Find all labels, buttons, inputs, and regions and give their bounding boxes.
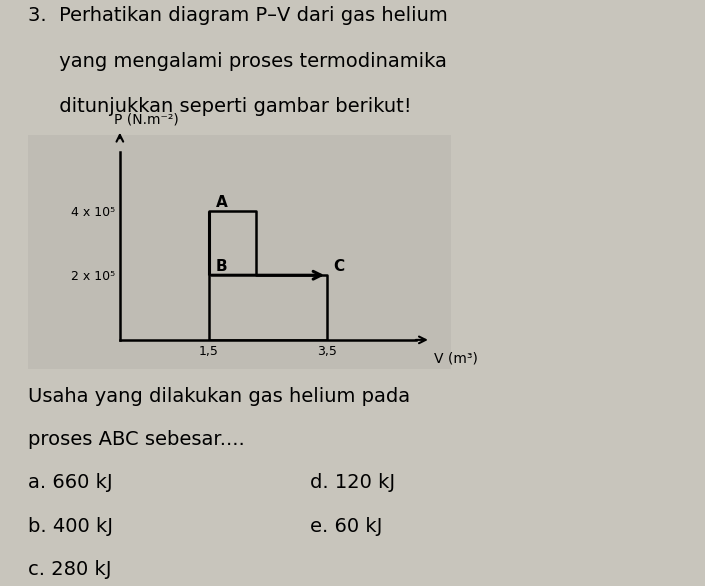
Text: B: B: [216, 260, 228, 274]
Text: d. 120 kJ: d. 120 kJ: [310, 473, 396, 492]
Text: V (m³): V (m³): [434, 352, 477, 366]
Text: a. 660 kJ: a. 660 kJ: [28, 473, 113, 492]
Text: c. 280 kJ: c. 280 kJ: [28, 560, 111, 579]
Text: A: A: [216, 195, 228, 210]
Text: proses ABC sebesar....: proses ABC sebesar....: [28, 430, 245, 449]
Text: P (N.m⁻²): P (N.m⁻²): [114, 112, 178, 126]
Text: C: C: [333, 260, 344, 274]
Text: e. 60 kJ: e. 60 kJ: [310, 517, 383, 536]
Text: Usaha yang dilakukan gas helium pada: Usaha yang dilakukan gas helium pada: [28, 387, 410, 406]
Text: b. 400 kJ: b. 400 kJ: [28, 517, 114, 536]
Text: ditunjukkan seperti gambar berikut!: ditunjukkan seperti gambar berikut!: [28, 97, 412, 115]
Text: yang mengalami proses termodinamika: yang mengalami proses termodinamika: [28, 52, 447, 70]
FancyBboxPatch shape: [20, 130, 460, 374]
Text: 3.  Perhatikan diagram P–V dari gas helium: 3. Perhatikan diagram P–V dari gas heliu…: [28, 6, 448, 25]
